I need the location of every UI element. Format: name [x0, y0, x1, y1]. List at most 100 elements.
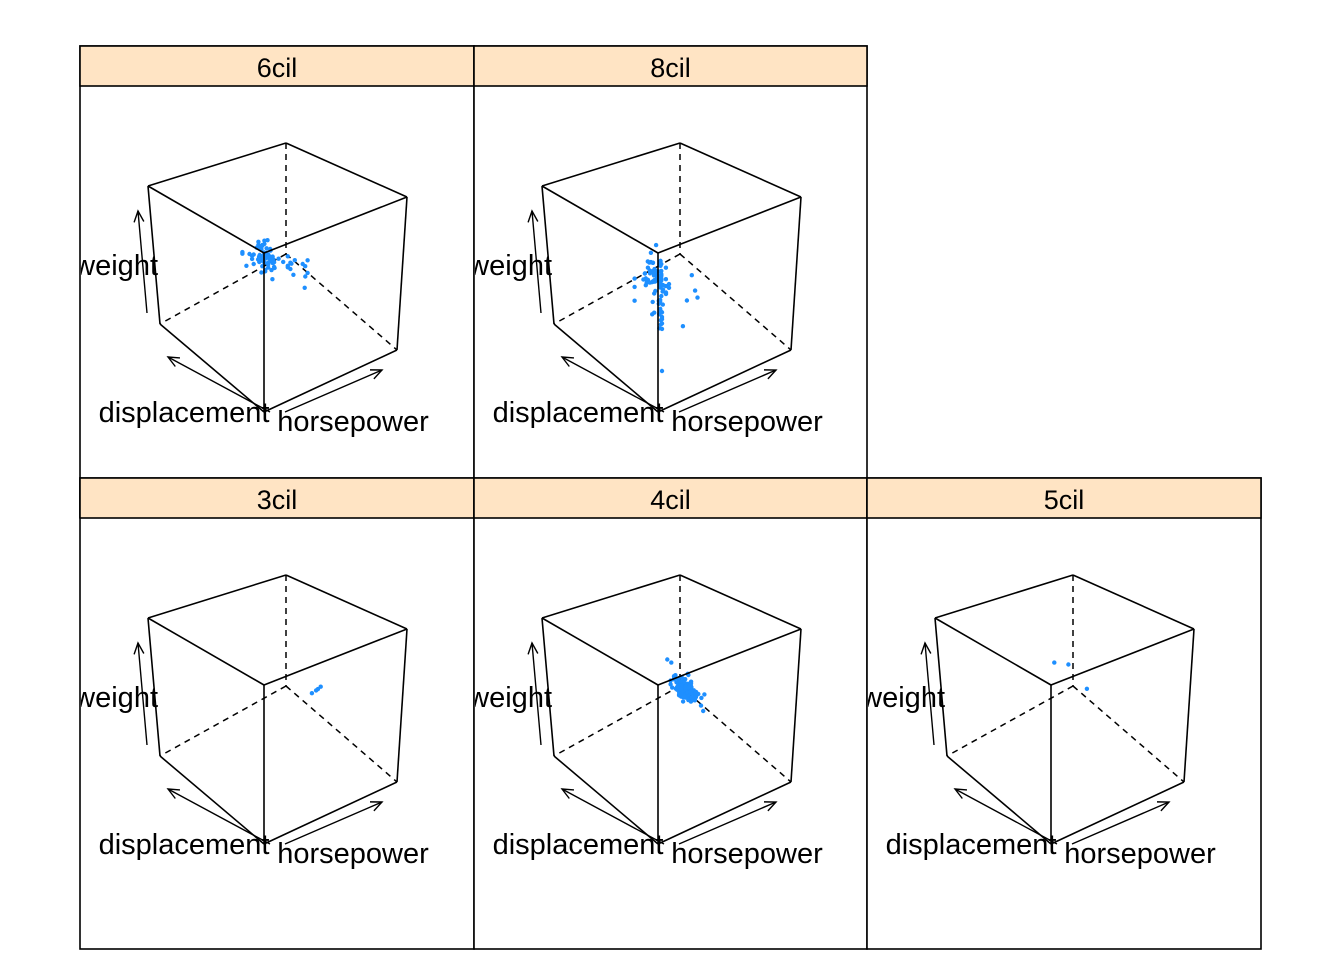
panel-frame [473, 477, 868, 950]
data-point [309, 691, 315, 696]
cube-hidden-edge [159, 253, 287, 325]
data-point [302, 285, 307, 290]
data-point [318, 684, 323, 689]
displacement-arrow [561, 356, 665, 413]
cube-edge [541, 617, 555, 757]
data-point [668, 682, 673, 687]
cube-edge [679, 142, 802, 198]
data-point [682, 677, 688, 682]
data-point [657, 299, 663, 304]
data-point [285, 265, 290, 270]
weight-arrow-head [133, 209, 145, 223]
cube-edge [541, 185, 659, 254]
cube-edge [1183, 628, 1195, 783]
data-point [257, 256, 262, 262]
data-point [650, 260, 656, 265]
cube-edge [159, 755, 265, 845]
cube-edge [679, 574, 802, 630]
data-point [647, 271, 653, 276]
data-point [658, 280, 663, 285]
displacement-arrow [167, 356, 271, 413]
x-axis-label: displacement [493, 397, 664, 429]
data-point [674, 684, 680, 690]
cube-edge [1050, 781, 1185, 845]
weight-arrow [531, 642, 542, 746]
data-point [632, 284, 637, 290]
y-axis-label: horsepower [1064, 838, 1216, 870]
data-point [649, 280, 654, 285]
strip-3cil [79, 477, 475, 519]
cube-edge [147, 617, 265, 686]
data-point [678, 679, 683, 684]
cube-edge [934, 617, 1052, 686]
displacement-arrow-head [166, 788, 181, 799]
cube-edge [147, 617, 161, 757]
data-point [305, 258, 310, 263]
data-point [247, 251, 252, 257]
cube-edge [541, 617, 659, 686]
weight-arrow [137, 642, 148, 746]
cube-edge [553, 323, 659, 413]
cube-hidden-edge [285, 253, 398, 351]
horsepower-arrow-head [763, 801, 778, 812]
data-point [653, 288, 658, 294]
data-point [659, 326, 665, 332]
data-point [271, 264, 277, 270]
panel-frame [79, 477, 475, 950]
cube-edge [263, 349, 398, 413]
displacement-arrow-head [166, 356, 181, 367]
cube-edge [285, 574, 408, 630]
cube-edge [657, 628, 802, 686]
data-point [653, 242, 659, 248]
z-axis-label: weight [73, 682, 158, 714]
data-point [693, 694, 699, 700]
cube-edge [934, 617, 948, 757]
data-point [659, 268, 664, 274]
y-axis-label: horsepower [277, 406, 429, 438]
data-point [676, 693, 682, 698]
horsepower-arrow-head [369, 369, 384, 380]
panel-body: weight displacement horsepower [73, 574, 429, 870]
data-point [269, 267, 274, 273]
data-point [659, 368, 665, 374]
panel-3cil: 3cil weight displacement horsepower [73, 477, 475, 950]
data-point [663, 290, 669, 295]
cube-hidden-edge [159, 685, 287, 757]
strip-label: 5cil [1044, 485, 1085, 515]
cube-edge [934, 574, 1074, 619]
x-axis-label: displacement [493, 829, 664, 861]
data-point [303, 274, 308, 279]
panel-body: weight displacement horsepower [475, 574, 823, 870]
weight-arrow [531, 210, 542, 314]
data-point [695, 295, 700, 300]
data-point [251, 261, 256, 267]
strip-6cil [79, 45, 475, 87]
data-point [257, 252, 262, 258]
data-point [663, 277, 669, 282]
displacement-arrow [167, 788, 271, 845]
data-point [259, 270, 264, 275]
data-point [686, 685, 692, 690]
cube-edge [657, 349, 792, 413]
data-point [669, 660, 674, 665]
data-point [678, 687, 684, 692]
data-point [1052, 660, 1057, 665]
strip-4cil [473, 477, 868, 519]
cube-edge [147, 574, 287, 619]
data-point [650, 312, 655, 317]
data-point [643, 276, 648, 281]
cube-edge [657, 196, 802, 254]
displacement-arrow-head [560, 788, 575, 799]
data-point [658, 310, 663, 316]
horsepower-arrow [678, 369, 777, 413]
data-point [281, 259, 286, 265]
data-point [665, 657, 670, 662]
cube-edge [790, 628, 802, 783]
cube-edge [1072, 574, 1195, 630]
cube-edge [790, 196, 802, 351]
data-point [291, 272, 296, 277]
data-point [1066, 662, 1071, 667]
data-point [702, 692, 707, 697]
cube-edge [657, 781, 792, 845]
